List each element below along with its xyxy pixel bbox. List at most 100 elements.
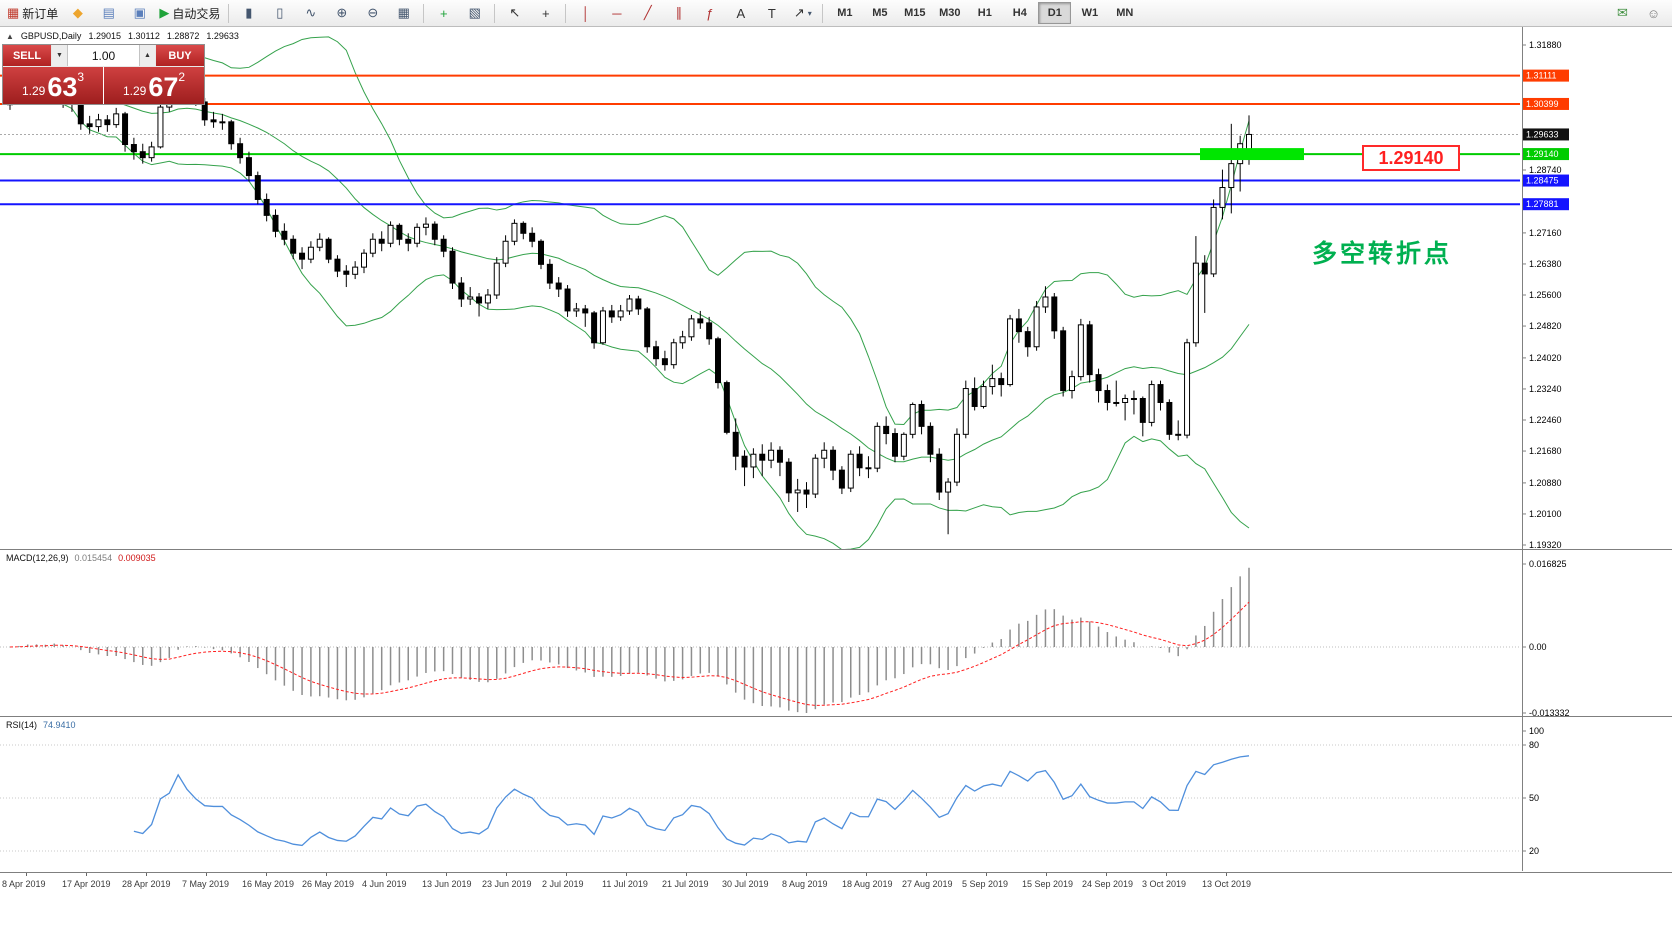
macd-main-value: 0.015454 (74, 553, 113, 563)
bar-chart-icon: ▮ (245, 5, 253, 20)
macd-panel-canvas[interactable]: 0.016825 0.00 -0.013332 (0, 550, 1672, 716)
autotrading-button-label: 自动交易 (172, 6, 221, 21)
timeframe-button-w1[interactable]: W1 (1081, 7, 1099, 19)
price-chart-canvas[interactable]: 1.31880 1.28740 1.27160 1.26380 1.25600 1.248… (0, 27, 1672, 549)
chart-annotation-text[interactable]: 多空转折点 (1312, 240, 1453, 268)
sell-price-big: 63 (47, 72, 78, 102)
data-window-icon[interactable]: ▣ (124, 1, 155, 25)
crosshair-icon[interactable]: + (530, 1, 561, 25)
zoom-in-icon[interactable]: ⊕ (326, 1, 357, 25)
tile-windows-icon[interactable]: ▦ (388, 1, 419, 25)
buy-button[interactable]: BUY (155, 45, 204, 66)
volume-increase-button[interactable]: ▲ (139, 45, 155, 66)
text-icon[interactable]: A (725, 1, 756, 25)
toolbar-groups: ▦ 新订单 ◆ ▤ ▣ ▶ 自动交易 ▮ ▯ ∿ ⊕ ⊖ ▦ + ▧ ↖ + │ ─ ╱ ∥ ƒ A T ↗ ▾ M1 M5 M15 M3… (3, 1, 1142, 25)
scale-label: 1.24820 (1529, 321, 1562, 331)
autotrading-button[interactable]: ▶ 自动交易 (155, 1, 224, 25)
timeframe-button-m1[interactable]: M1 (837, 7, 853, 19)
timeframe-button-d1[interactable]: D1 (1038, 2, 1072, 24)
objects-list-icon[interactable]: ▧ (459, 1, 490, 25)
buy-price-button[interactable]: 1.29 67 2 (104, 67, 204, 104)
timeframe-button-h4[interactable]: H4 (1012, 7, 1027, 19)
macd-name: MACD(12,26,9) (6, 553, 69, 563)
zoom-out-icon: ⊖ (367, 5, 379, 20)
time-axis-tick (686, 873, 687, 876)
fibonacci-icon[interactable]: ƒ (694, 1, 725, 25)
new-order-button-label: 新订单 (22, 6, 59, 21)
vertical-line-icon[interactable]: │ (570, 1, 601, 25)
autotrading-button-icon: ▶ (159, 5, 170, 20)
profiles-icon: ▤ (102, 5, 115, 20)
time-axis[interactable]: 8 Apr 2019 17 Apr 2019 28 Apr 2019 7 May 20… (0, 872, 1672, 897)
channel-icon[interactable]: ∥ (663, 1, 694, 25)
scale-label: 1.30399 (1526, 99, 1559, 109)
cursor-icon[interactable]: ↖ (499, 1, 530, 25)
panel-divider[interactable] (0, 716, 1672, 717)
tile-windows-icon: ▦ (397, 5, 410, 20)
community-icon[interactable]: ☺ (1646, 5, 1661, 21)
time-axis-label: 4 Jun 2019 (362, 879, 407, 889)
time-axis-label: 8 Aug 2019 (782, 879, 828, 889)
scale-label: 0.016825 (1529, 559, 1567, 569)
label-icon[interactable]: T (756, 1, 787, 25)
timeframe-button-m5[interactable]: M5 (872, 7, 888, 19)
scale-label: 1.27160 (1529, 228, 1562, 238)
time-axis-label: 5 Sep 2019 (962, 879, 1009, 889)
one-click-trading-panel: SELL ▼ ▲ BUY 1.29 63 3 1.29 67 2 (2, 44, 205, 105)
time-axis-label: 26 May 2019 (302, 879, 355, 889)
time-axis-label: 15 Sep 2019 (1022, 879, 1074, 889)
timeframe-button-m15[interactable]: M15 (904, 7, 926, 19)
horizontal-line-icon[interactable]: ─ (601, 1, 632, 25)
rsi-panel-canvas[interactable]: 100 80 50 20 (0, 717, 1672, 871)
rsi-label: RSI(14) 74.9410 (6, 720, 76, 730)
add-indicator-icon: + (440, 5, 448, 21)
scale-label: 1.27881 (1526, 199, 1559, 209)
scale-label: 80 (1529, 740, 1539, 750)
scale-label: 1.28740 (1529, 165, 1562, 175)
ohlc-low: 1.28872 (166, 31, 200, 41)
price-label-box[interactable]: 1.29140 (1362, 145, 1460, 171)
sell-price-small: 1.29 (21, 84, 46, 98)
volume-input[interactable] (68, 45, 139, 66)
vertical-line-icon: │ (581, 5, 590, 21)
time-axis-label: 16 May 2019 (242, 879, 295, 889)
candlestick-chart-icon[interactable]: ▯ (264, 1, 295, 25)
symbol-period-label: GBPUSD,Daily (20, 31, 82, 41)
time-axis-tick (446, 873, 447, 876)
toolbar-separator (494, 3, 496, 23)
trendline-icon[interactable]: ╱ (632, 1, 663, 25)
time-axis-label: 17 Apr 2019 (62, 879, 111, 889)
panel-divider[interactable] (0, 549, 1672, 550)
arrows-icon[interactable]: ↗ ▾ (787, 1, 818, 25)
objects-list-icon: ▧ (468, 5, 481, 20)
timeframe-button-m30[interactable]: M30 (939, 7, 961, 19)
horizontal-line-icon: ─ (612, 5, 622, 21)
time-axis-tick (86, 873, 87, 876)
scale-label: 0.00 (1529, 642, 1547, 652)
scale-label: 100 (1529, 726, 1544, 736)
chat-icon[interactable]: ✉ (1617, 5, 1628, 20)
new-order-button-icon: ▦ (7, 5, 20, 20)
timeframe-button-mn[interactable]: MN (1116, 7, 1134, 19)
volume-decrease-button[interactable]: ▼ (52, 45, 68, 66)
sell-button[interactable]: SELL (3, 45, 52, 66)
line-chart-icon[interactable]: ∿ (295, 1, 326, 25)
zoom-out-icon[interactable]: ⊖ (357, 1, 388, 25)
collapse-trade-panel-icon[interactable]: ▲ (6, 31, 14, 41)
time-axis-tick (1046, 873, 1047, 876)
buy-price-big: 67 (148, 72, 179, 102)
timeframe-button-h1[interactable]: H1 (977, 7, 992, 19)
add-indicator-icon[interactable]: + (428, 1, 459, 25)
buy-price-sup: 2 (178, 70, 186, 84)
new-order-button[interactable]: ▦ 新订单 (3, 1, 62, 25)
arrows-icon: ↗ (793, 5, 805, 20)
bar-chart-icon[interactable]: ▮ (233, 1, 264, 25)
scale-label: 1.22460 (1529, 415, 1562, 425)
scale-label: 1.19320 (1529, 540, 1562, 549)
profiles-icon[interactable]: ▤ (93, 1, 124, 25)
buy-price-small: 1.29 (122, 84, 147, 98)
time-axis-tick (806, 873, 807, 876)
sell-price-button[interactable]: 1.29 63 3 (3, 67, 103, 104)
highlight-rectangle-object[interactable] (1200, 148, 1304, 161)
metaquotes-icon[interactable]: ◆ (62, 1, 93, 25)
